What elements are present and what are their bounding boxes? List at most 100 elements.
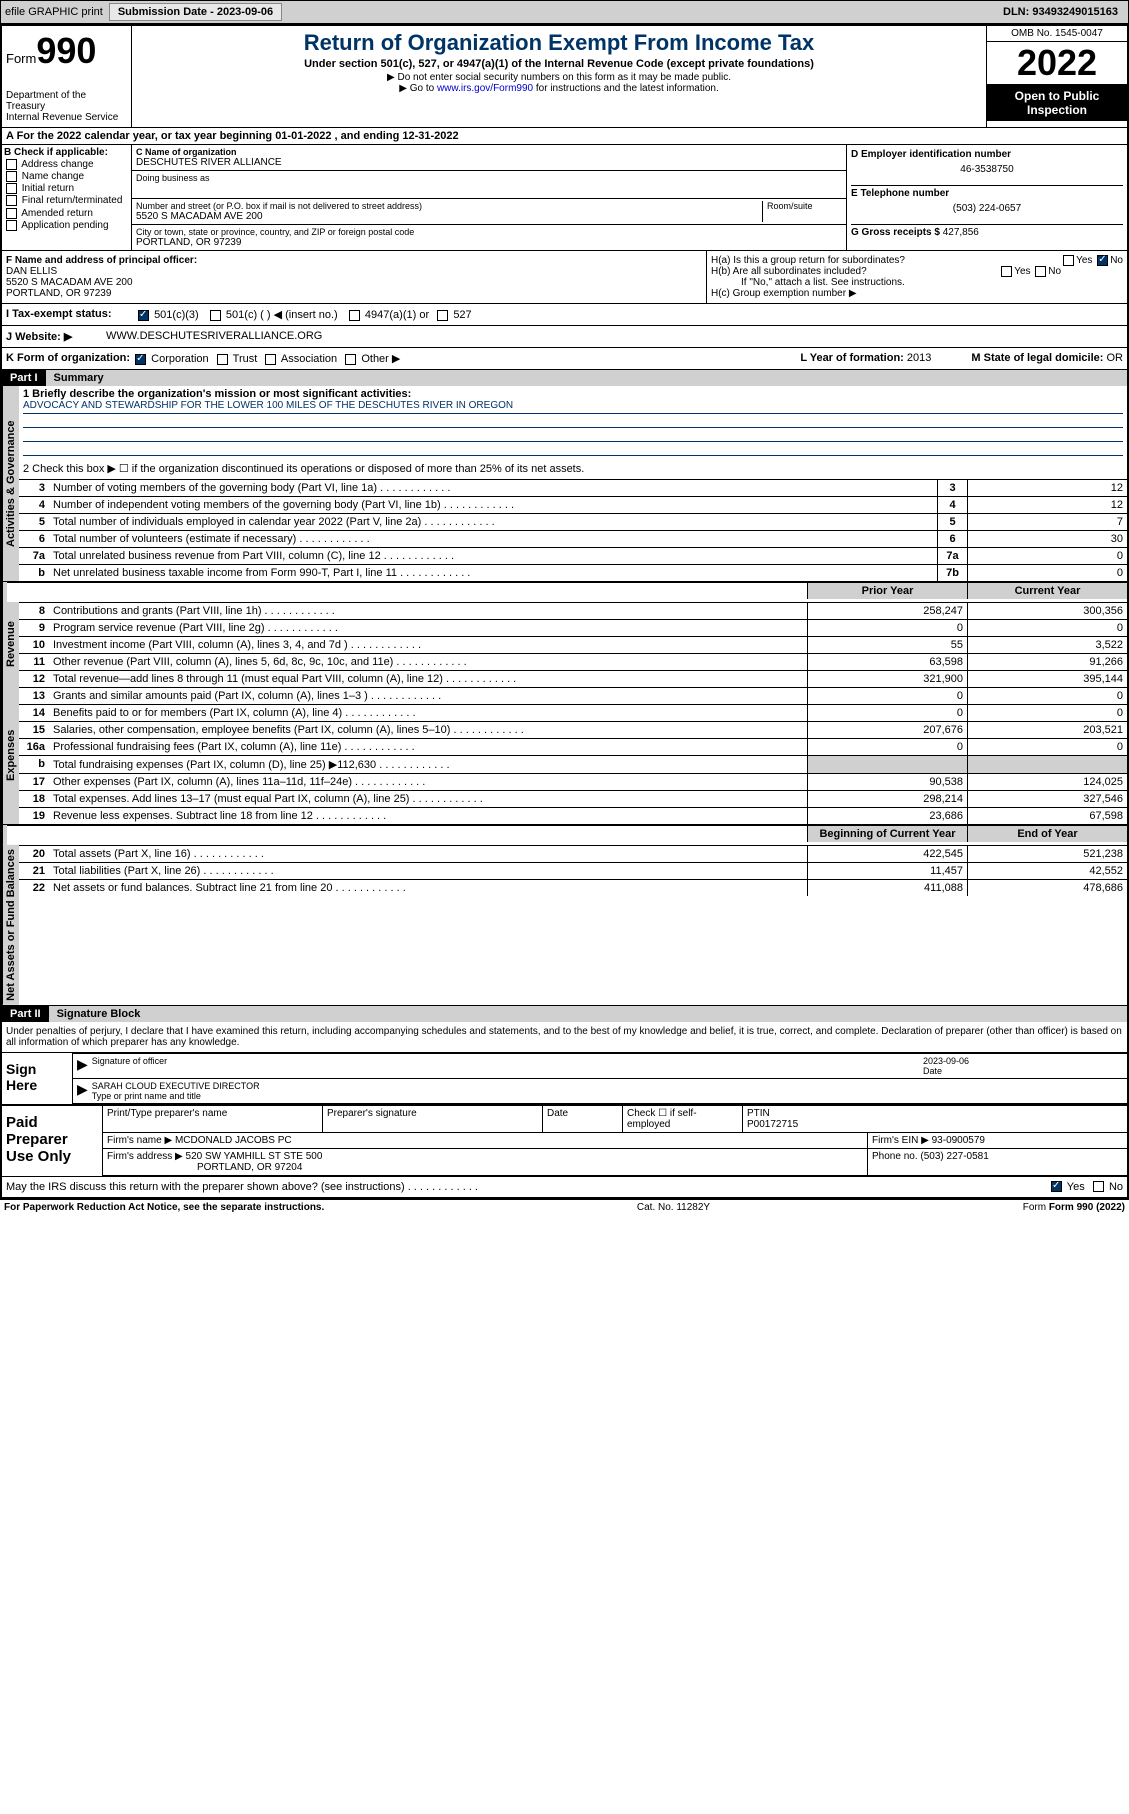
dept-label: Department of the Treasury Internal Reve…	[6, 90, 127, 123]
note2-prefix: ▶ Go to	[399, 83, 437, 94]
line2: 2 Check this box ▶ ☐ if the organization…	[19, 458, 1127, 479]
hb-no[interactable]: No	[1048, 266, 1061, 277]
discuss-no-checkbox[interactable]	[1093, 1181, 1104, 1192]
submission-date-button[interactable]: Submission Date - 2023-09-06	[109, 3, 282, 21]
begin-year-header: Beginning of Current Year	[807, 826, 967, 842]
arrow-icon: ▶	[77, 1056, 88, 1076]
ha-label: H(a) Is this a group return for subordin…	[711, 255, 905, 266]
form-prefix: Form	[6, 51, 36, 66]
arrow-icon: ▶	[77, 1081, 88, 1101]
table-row: 12 Total revenue—add lines 8 through 11 …	[19, 670, 1127, 687]
dba-label: Doing business as	[136, 173, 842, 183]
website-label: J Website: ▶	[6, 330, 106, 343]
part2-header-row: Part II Signature Block	[2, 1005, 1127, 1022]
sign-here-row: Sign Here ▶ Signature of officer 2023-09…	[2, 1052, 1127, 1104]
ptin-value: P00172715	[747, 1119, 798, 1130]
ptin-label: PTIN	[747, 1108, 770, 1119]
efile-label: efile GRAPHIC print	[5, 6, 103, 18]
checkbox-527[interactable]	[437, 310, 448, 321]
line-k: K Form of organization: Corporation Trus…	[2, 347, 1127, 369]
checkbox-association[interactable]	[265, 354, 276, 365]
checkbox-trust[interactable]	[217, 354, 228, 365]
gross-label: G Gross receipts $	[851, 227, 940, 238]
discuss-row: May the IRS discuss this return with the…	[2, 1176, 1127, 1197]
end-year-header: End of Year	[967, 826, 1127, 842]
part2-header: Part II	[2, 1006, 49, 1022]
table-row: 8 Contributions and grants (Part VIII, l…	[19, 602, 1127, 619]
period-row: A For the 2022 calendar year, or tax yea…	[2, 127, 1127, 144]
part2-title: Signature Block	[49, 1006, 1127, 1022]
checkbox-corporation[interactable]	[135, 354, 146, 365]
year-formation: 2013	[907, 352, 931, 364]
cat-no: Cat. No. 11282Y	[637, 1202, 710, 1213]
checkbox-name-change[interactable]: Name change	[4, 171, 129, 182]
checkbox-amended-return[interactable]: Amended return	[4, 208, 129, 219]
form-org-label: K Form of organization:	[6, 352, 130, 365]
current-year-header: Current Year	[967, 583, 1127, 599]
table-row: 13 Grants and similar amounts paid (Part…	[19, 687, 1127, 704]
org-name: DESCHUTES RIVER ALLIANCE	[136, 157, 842, 168]
hb-note: If "No," attach a list. See instructions…	[711, 277, 1123, 288]
name-title-label: Type or print name and title	[92, 1091, 201, 1101]
table-row: 21 Total liabilities (Part X, line 26) 1…	[19, 862, 1127, 879]
checkbox-final-return[interactable]: Final return/terminated	[4, 195, 129, 206]
checkbox-4947[interactable]	[349, 310, 360, 321]
dln-label: DLN: 93493249015163	[1003, 6, 1118, 18]
firm-phone-label: Phone no.	[872, 1151, 918, 1162]
discuss-yes-checkbox[interactable]	[1051, 1181, 1062, 1192]
firm-name-label: Firm's name ▶	[107, 1135, 172, 1146]
line-j: J Website: ▶ WWW.DESCHUTESRIVERALLIANCE.…	[2, 325, 1127, 347]
checkbox-other[interactable]	[345, 354, 356, 365]
checkbox-initial-return[interactable]: Initial return	[4, 183, 129, 194]
hb-label: H(b) Are all subordinates included?	[711, 266, 867, 277]
table-row: 19 Revenue less expenses. Subtract line …	[19, 807, 1127, 824]
section-f: F Name and address of principal officer:…	[2, 251, 707, 303]
prep-sig-label: Preparer's signature	[322, 1106, 542, 1132]
table-row: 18 Total expenses. Add lines 13–17 (must…	[19, 790, 1127, 807]
section-b-label: B Check if applicable:	[4, 147, 129, 158]
mission-label: 1 Briefly describe the organization's mi…	[23, 388, 1123, 400]
check-self[interactable]: Check ☐ if self-employed	[622, 1106, 742, 1132]
paid-preparer-label: Paid Preparer Use Only	[2, 1106, 102, 1176]
expenses-label: Expenses	[2, 687, 19, 824]
table-row: 5 Total number of individuals employed i…	[19, 513, 1127, 530]
form-container: Form990 Department of the Treasury Inter…	[0, 24, 1129, 1199]
ein-value: 46-3538750	[851, 160, 1123, 179]
note1: ▶ Do not enter social security numbers o…	[136, 72, 982, 83]
form-title: Return of Organization Exempt From Incom…	[136, 30, 982, 56]
year-header-row: Prior Year Current Year	[7, 582, 1127, 599]
table-row: 10 Investment income (Part VIII, column …	[19, 636, 1127, 653]
omb-label: OMB No. 1545-0047	[987, 26, 1127, 42]
paid-preparer-section: Paid Preparer Use Only Print/Type prepar…	[2, 1104, 1127, 1176]
firm-addr-label: Firm's address ▶	[107, 1151, 183, 1162]
firm-ein: 93-0900579	[932, 1135, 985, 1146]
ha-no[interactable]: No	[1110, 255, 1123, 266]
line-i: I Tax-exempt status: 501(c)(3) 501(c) ( …	[2, 303, 1127, 325]
phone-value: (503) 224-0657	[851, 199, 1123, 218]
firm-city: PORTLAND, OR 97204	[107, 1162, 302, 1173]
city-value: PORTLAND, OR 97239	[136, 237, 842, 248]
ha-yes[interactable]: Yes	[1076, 255, 1092, 266]
balances-label: Net Assets or Fund Balances	[2, 845, 19, 1005]
checkbox-501c3[interactable]	[138, 310, 149, 321]
table-row: 14 Benefits paid to or for members (Part…	[19, 704, 1127, 721]
table-row: 17 Other expenses (Part IX, column (A), …	[19, 773, 1127, 790]
mission-text: ADVOCACY AND STEWARDSHIP FOR THE LOWER 1…	[23, 400, 1123, 414]
checkbox-address-change[interactable]: Address change	[4, 159, 129, 170]
table-row: b Net unrelated business taxable income …	[19, 564, 1127, 581]
checkbox-application-pending[interactable]: Application pending	[4, 220, 129, 231]
sig-date: 2023-09-06	[923, 1056, 969, 1066]
phone-label: E Telephone number	[851, 188, 1123, 199]
checkbox-501c[interactable]	[210, 310, 221, 321]
title-box: Return of Organization Exempt From Incom…	[132, 26, 987, 127]
firm-name: MCDONALD JACOBS PC	[175, 1135, 292, 1146]
addr-label: Number and street (or P.O. box if mail i…	[136, 201, 762, 211]
revenue-label: Revenue	[2, 602, 19, 687]
domicile-label: M State of legal domicile:	[971, 352, 1103, 364]
hb-yes[interactable]: Yes	[1014, 266, 1030, 277]
irs-link[interactable]: www.irs.gov/Form990	[437, 83, 533, 94]
table-row: 7a Total unrelated business revenue from…	[19, 547, 1127, 564]
section-degh: D Employer identification number46-35387…	[847, 145, 1127, 250]
table-row: 16a Professional fundraising fees (Part …	[19, 738, 1127, 755]
form-subtitle: Under section 501(c), 527, or 4947(a)(1)…	[136, 58, 982, 70]
